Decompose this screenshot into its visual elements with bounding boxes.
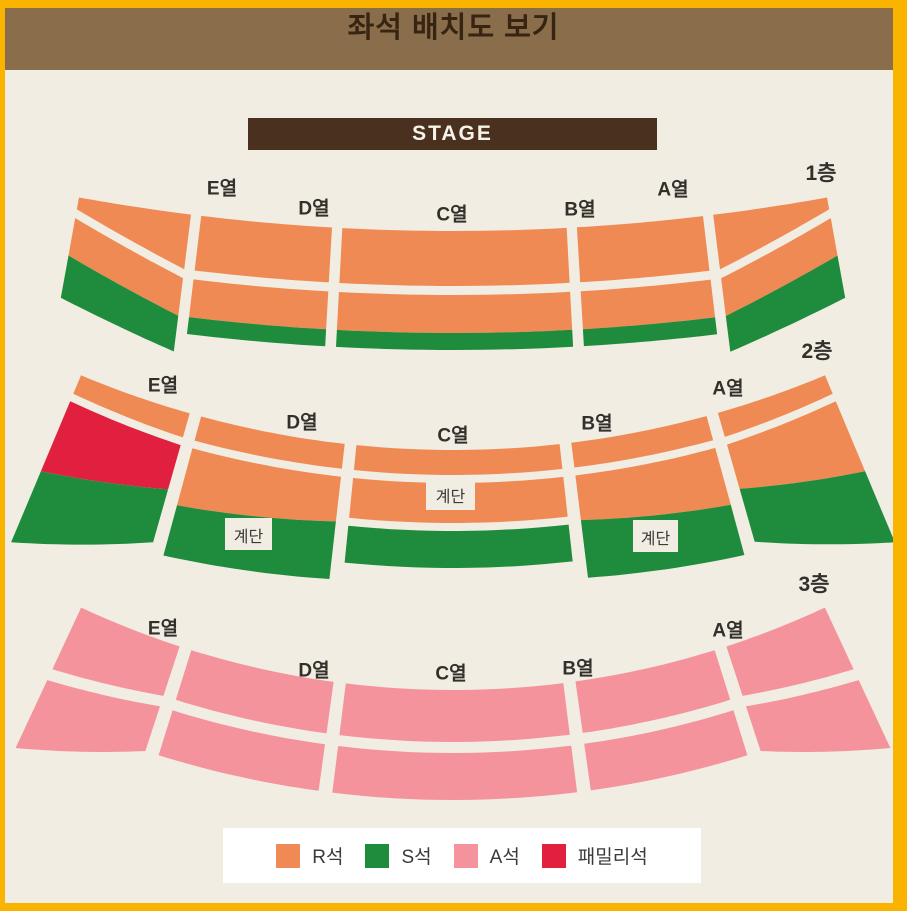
frame-border-left [0, 0, 5, 911]
stairs-tab-c: 계단 [426, 478, 475, 510]
floor1-section-e-band3 [60, 255, 179, 352]
floor2-section-e-band3 [11, 471, 169, 545]
legend-label-r-seat: R석 [312, 847, 344, 868]
floor2-row-b-label: B열 [581, 413, 613, 435]
floor1-section-b-band1 [576, 216, 710, 283]
floor1-section-c-band3 [336, 329, 574, 350]
floor2-section-c-band3 [344, 524, 573, 568]
floor2-row-e-label: E열 [147, 375, 179, 397]
floor2-section-c-band1 [353, 444, 563, 475]
floor2-row-c-label: C열 [437, 425, 469, 447]
floor1-row-a-label: A열 [657, 179, 689, 201]
legend-item-family-seat: 패밀리석 [541, 842, 648, 869]
floor-2-label: 2층 [801, 340, 833, 363]
frame-border-top [0, 0, 907, 8]
floor3-section-d-band1 [175, 650, 334, 734]
page-title: 좌석 배치도 보기 [347, 12, 560, 44]
floor3-section-b-band2 [584, 710, 748, 791]
legend-item-r-seat: R석 [276, 842, 343, 869]
floor3-row-d-label: D열 [298, 660, 330, 682]
r-seat-swatch-icon [276, 843, 301, 868]
floor3-row-c-label: C열 [435, 663, 467, 685]
floor3-row-a-label: A열 [712, 620, 744, 642]
floor1-section-d-band3 [186, 317, 327, 347]
frame-border-bottom [0, 903, 907, 911]
s-seat-swatch-icon [365, 843, 390, 868]
floor3-section-b-band1 [575, 650, 731, 733]
floor1-section-e-band2 [68, 218, 183, 316]
floor1-section-e-band1 [76, 197, 191, 270]
floor3-section-c-band2 [332, 745, 578, 800]
stairs-tab-d: 계단 [225, 518, 272, 550]
floor1-row-b-label: B열 [564, 199, 596, 221]
floor1-row-d-label: D열 [298, 198, 330, 220]
legend-label-a-seat: A석 [489, 847, 520, 868]
floor-3-label: 3층 [798, 573, 830, 596]
floor3-section-a-band2 [746, 680, 891, 752]
floor2-section-d-band1 [194, 416, 345, 469]
floor2-section-d-band2 [177, 448, 341, 522]
floor1-section-a-band2 [721, 218, 838, 317]
legend-item-a-seat: A석 [453, 842, 520, 869]
seat-map-header[interactable] [5, 8, 893, 70]
frame-border-right [893, 0, 907, 911]
stage-bar: STAGE [248, 118, 657, 150]
floor2-section-a-band3 [739, 471, 895, 545]
floor2-section-a-band1 [717, 375, 833, 437]
floor3-section-c-band1 [339, 683, 570, 742]
floor3-section-e-band1 [52, 607, 180, 696]
floor3-row-e-label: E열 [147, 618, 179, 640]
legend-label-s-seat: S석 [401, 847, 432, 868]
legend-item-s-seat: S석 [365, 842, 432, 869]
floor1-section-a-band1 [713, 197, 830, 270]
floor2-section-a-band2 [727, 401, 866, 489]
floor-1-label: 1층 [805, 162, 837, 185]
floor2-row-a-label: A열 [712, 378, 744, 400]
legend: R석 S석 A석 패밀리석 [223, 828, 701, 883]
floor2-section-e-band2 [40, 401, 181, 490]
stairs-tab-b: 계단 [633, 520, 678, 552]
floor3-row-b-label: B열 [562, 658, 594, 680]
floor1-section-b-band2 [580, 279, 716, 330]
family-seat-swatch-icon [541, 843, 566, 868]
floor1-section-a-band3 [725, 255, 846, 352]
floor3-section-a-band1 [726, 607, 854, 696]
floor2-section-b-band1 [571, 416, 714, 468]
floor1-section-c-band2 [336, 291, 573, 333]
floor1-section-d-band2 [189, 279, 329, 330]
legend-label-family-seat: 패밀리석 [577, 847, 648, 868]
floor2-section-e-band1 [73, 375, 190, 438]
floor3-section-d-band2 [158, 710, 325, 791]
a-seat-swatch-icon [453, 843, 478, 868]
floor1-section-b-band3 [582, 317, 718, 347]
floor1-row-e-label: E열 [206, 178, 238, 200]
floor1-row-c-label: C열 [436, 204, 468, 226]
floor2-section-b-band2 [575, 447, 731, 521]
floor1-section-c-band1 [339, 227, 570, 286]
floor3-section-e-band2 [15, 680, 160, 752]
floor1-section-d-band1 [194, 215, 332, 283]
floor2-row-d-label: D열 [286, 412, 318, 434]
